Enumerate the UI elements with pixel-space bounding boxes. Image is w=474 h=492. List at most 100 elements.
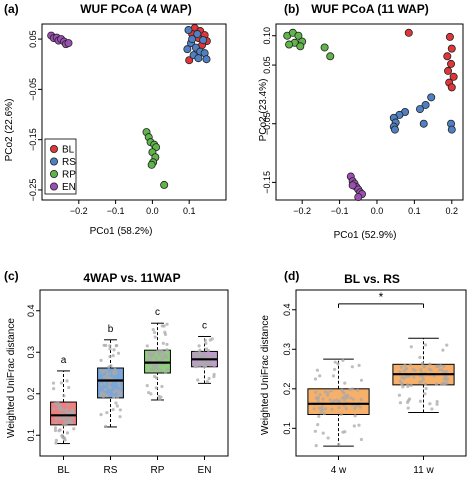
panel-c: (c) 4WAP vs. 11WAP Weighted UniFrac dist… [4, 269, 229, 476]
jitter-point [62, 417, 66, 421]
jitter-point [439, 364, 443, 368]
jitter-point [152, 350, 157, 355]
jitter-point [99, 413, 103, 417]
jitter-point [54, 417, 58, 421]
jitter-point [105, 372, 110, 376]
point-bl [447, 83, 456, 92]
jitter-point [430, 407, 434, 411]
panel-b-label: (b) [284, 2, 299, 16]
panel-a-ylabel: PCo2 (22.6%) [4, 99, 15, 162]
jitter-point [435, 402, 439, 406]
jitter-point [403, 375, 407, 380]
jitter-point [105, 393, 110, 397]
x-tick-label: 0.1 [408, 206, 421, 216]
jitter-point [157, 397, 162, 402]
jitter-point [424, 386, 428, 391]
jitter-point [400, 382, 404, 386]
jitter-point [165, 367, 170, 371]
jitter-point [434, 382, 439, 386]
panel-c-title: 4WAP vs. 11WAP [83, 271, 180, 285]
y-tick-label: −0.25 [28, 179, 38, 202]
jitter-point [160, 384, 164, 389]
jitter-point [202, 351, 206, 355]
jitter-point [163, 330, 167, 334]
y-tick-label: 0.3 [26, 346, 36, 359]
jitter-point [198, 348, 202, 352]
jitter-point [65, 431, 70, 435]
jitter-point [65, 411, 70, 415]
jitter-point [53, 401, 57, 406]
jitter-point [421, 375, 425, 379]
jitter-point [317, 414, 321, 419]
panel-d-label: (d) [284, 269, 299, 283]
jitter-point [161, 341, 165, 345]
jitter-point [403, 363, 407, 367]
y-tick-label: 0.4 [26, 304, 36, 317]
x-tick-label: EN [198, 465, 212, 476]
jitter-point [358, 405, 362, 409]
jitter-point [149, 357, 153, 361]
y-tick-label: −0.05 [28, 78, 38, 101]
jitter-point [445, 381, 449, 385]
jitter-point [59, 381, 64, 385]
jitter-point [435, 400, 439, 404]
jitter-point [198, 362, 202, 366]
point-rp [294, 31, 303, 40]
jitter-point [446, 377, 450, 381]
jitter-point [193, 364, 197, 368]
jitter-point [146, 358, 150, 362]
jitter-point [109, 364, 113, 368]
y-tick-label: −0.15 [262, 171, 272, 194]
jitter-point [101, 394, 106, 399]
plot-frame [275, 23, 464, 201]
jitter-point [107, 384, 111, 389]
jitter-point [442, 364, 446, 369]
jitter-point [58, 417, 62, 421]
jitter-point [159, 368, 163, 372]
point-rs [193, 30, 202, 39]
jitter-point [441, 348, 445, 352]
jitter-point [345, 396, 349, 400]
jitter-point [51, 407, 56, 411]
jitter-point [359, 397, 363, 402]
point-rp [326, 52, 335, 61]
box-rp: RP c [144, 307, 171, 476]
panel-d-title: BL vs. RS [344, 272, 400, 286]
point-en [348, 181, 357, 190]
point-rs [183, 45, 192, 54]
jitter-point [397, 393, 402, 397]
jitter-point [352, 424, 356, 428]
jitter-point [418, 399, 423, 403]
jitter-point [116, 351, 121, 355]
jitter-point [312, 407, 316, 411]
jitter-point [442, 370, 446, 374]
jitter-point [210, 337, 214, 341]
jitter-point [197, 344, 201, 348]
jitter-point [116, 395, 120, 399]
jitter-point [204, 341, 208, 346]
jitter-point [148, 352, 152, 356]
jitter-point [108, 347, 112, 351]
x-tick-label: 0.0 [146, 206, 159, 216]
point-rs [415, 105, 424, 114]
panel-a-label: (a) [4, 2, 19, 16]
jitter-point [443, 374, 447, 378]
point-bl [404, 28, 413, 37]
panel-c-label: (c) [4, 269, 19, 283]
legend-label-en: EN [62, 182, 76, 193]
jitter-point [99, 383, 103, 387]
y-tick-label: 0.4 [282, 304, 292, 317]
jitter-point [71, 409, 75, 414]
jitter-point [408, 363, 412, 367]
jitter-point [423, 382, 428, 386]
jitter-point [107, 381, 112, 385]
jitter-point [400, 375, 404, 380]
jitter-point [118, 415, 122, 419]
jitter-point [320, 405, 324, 409]
jitter-point [315, 368, 319, 372]
point-rs [390, 125, 399, 134]
x-tick-label: RP [151, 465, 165, 476]
jitter-point [118, 408, 122, 412]
point-bl [449, 72, 458, 81]
significance-star: * [379, 290, 384, 304]
